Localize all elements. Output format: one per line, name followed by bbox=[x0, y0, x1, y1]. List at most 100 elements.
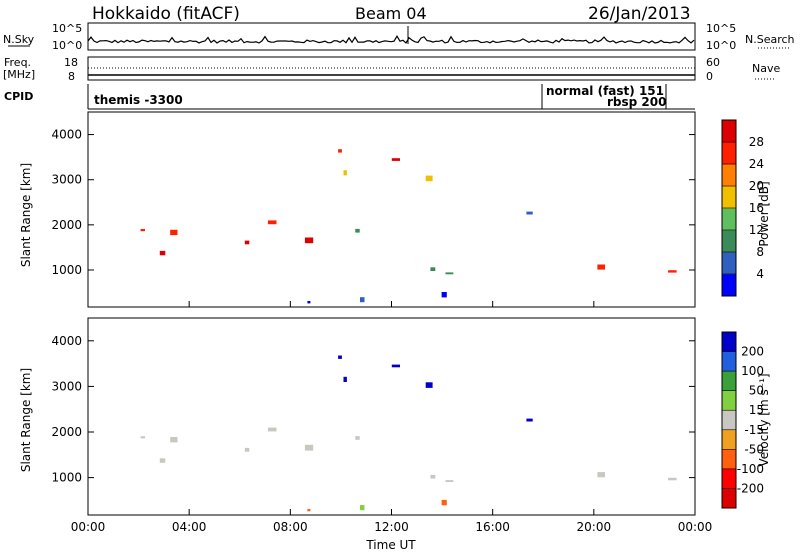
power-echo-cell bbox=[355, 228, 360, 233]
velocity-x-axis: 00:00 04:00 08:00 12:00 16:00 20:00 00:00 bbox=[71, 509, 713, 534]
velocity-xtick-label: 20:00 bbox=[577, 520, 612, 534]
power-colorbar-tick-label: 20 bbox=[749, 179, 764, 193]
velocity-echo-cell bbox=[267, 427, 277, 432]
power-colorbar-swatch bbox=[722, 252, 736, 275]
cpid-strip: CPID themis -3300 normal (fast) 151 rbsp… bbox=[4, 84, 695, 110]
velocity-y-label: Slant Range [km] bbox=[19, 368, 33, 472]
power-echo-cell bbox=[360, 297, 365, 303]
velocity-colorbar-tick-label: 100 bbox=[741, 364, 764, 378]
velocity-echo-cell bbox=[159, 458, 166, 463]
velocity-colorbar-tick-label: 50 bbox=[749, 384, 764, 398]
velocity-xtick-label: 00:00 bbox=[678, 520, 713, 534]
x-axis-title: Time UT bbox=[365, 538, 416, 552]
cpid-entry-rbsp: rbsp 200 bbox=[607, 95, 666, 109]
nsearch-tick-low: 10^0 bbox=[706, 39, 736, 52]
power-y-axis: 1000 2000 3000 4000 bbox=[51, 128, 695, 277]
power-echo-cell bbox=[445, 272, 454, 275]
power-ytick-label: 3000 bbox=[51, 173, 82, 187]
velocity-echo-cell bbox=[668, 477, 677, 481]
velocity-colorbar-swatch bbox=[722, 351, 736, 372]
power-colorbar-swatch bbox=[722, 164, 736, 187]
cpid-entry-normal: normal (fast) 151 bbox=[546, 84, 664, 98]
power-colorbar-tick-label: 24 bbox=[749, 157, 764, 171]
velocity-heatmap bbox=[140, 355, 677, 512]
power-echo-cell bbox=[597, 264, 605, 270]
power-echo-cell bbox=[267, 220, 277, 225]
velocity-colorbar-swatch bbox=[722, 332, 736, 353]
power-panel: 1000 2000 3000 4000 Slant Range [km] bbox=[19, 111, 696, 308]
power-colorbar-swatch bbox=[722, 208, 736, 231]
nsearch-tick-high: 10^5 bbox=[706, 22, 736, 35]
velocity-colorbar-swatch bbox=[722, 468, 736, 489]
velocity-colorbar-label: Velocity [m s⁻¹] bbox=[757, 373, 771, 466]
freq-label-2: [MHz] bbox=[3, 68, 35, 81]
power-colorbar-tick-label: 8 bbox=[756, 245, 764, 259]
power-echo-cell bbox=[244, 240, 250, 245]
station-title: Hokkaido (fitACF) bbox=[92, 4, 240, 24]
power-ytick-label: 4000 bbox=[51, 128, 82, 142]
velocity-echo-cell bbox=[343, 376, 347, 382]
velocity-ytick-label: 4000 bbox=[51, 334, 82, 348]
power-colorbar-tick-label: 28 bbox=[749, 135, 764, 149]
velocity-colorbar-tick-label: -50 bbox=[744, 442, 764, 456]
velocity-ytick-label: 1000 bbox=[51, 471, 82, 485]
power-heatmap bbox=[140, 149, 677, 304]
velocity-echo-cell bbox=[391, 364, 400, 368]
velocity-colorbar-tick-label: 15 bbox=[749, 403, 764, 417]
velocity-xtick-label: 16:00 bbox=[475, 520, 510, 534]
velocity-ytick-label: 2000 bbox=[51, 425, 82, 439]
nsky-label: N.Sky bbox=[3, 33, 35, 46]
power-echo-cell bbox=[668, 270, 677, 273]
velocity-ytick-label: 3000 bbox=[51, 379, 82, 393]
power-colorbar-swatch bbox=[722, 142, 736, 165]
velocity-colorbar-tick-label: -15 bbox=[744, 423, 764, 437]
power-echo-cell bbox=[140, 229, 145, 232]
nave-tick-low: 0 bbox=[706, 70, 713, 83]
power-echo-cell bbox=[343, 170, 347, 176]
nsky-tick-low: 10^0 bbox=[52, 39, 82, 52]
freq-label-1: Freq. bbox=[4, 56, 31, 69]
power-colorbar-label: Power [dB] bbox=[757, 181, 771, 246]
power-echo-cell bbox=[526, 211, 533, 215]
cpid-entry-themis: themis -3300 bbox=[94, 93, 183, 107]
freq-tick-high: 18 bbox=[64, 56, 78, 69]
power-echo-cell bbox=[170, 229, 178, 236]
power-colorbar-swatch bbox=[722, 274, 736, 297]
nsky-strip: N.Sky 10^5 10^0 10^5 10^0 N.Search bbox=[3, 22, 795, 52]
power-ytick-label: 1000 bbox=[51, 263, 82, 277]
nsearch-label: N.Search bbox=[745, 33, 795, 46]
velocity-colorbar-tick-label: -200 bbox=[737, 481, 764, 495]
velocity-echo-cell bbox=[307, 508, 311, 512]
power-x-ticks bbox=[87, 301, 696, 307]
velocity-echo-cell bbox=[360, 505, 365, 511]
velocity-colorbar: 200 100 50 15 -15 -50 -100 -200 bbox=[721, 331, 764, 509]
power-colorbar-tick-label: 12 bbox=[749, 223, 764, 237]
velocity-colorbar-swatch bbox=[722, 410, 736, 431]
power-colorbar-swatch bbox=[722, 120, 736, 143]
velocity-colorbar-swatch bbox=[722, 390, 736, 411]
power-colorbar-tick-label: 4 bbox=[756, 267, 764, 281]
velocity-colorbar-tick-label: 200 bbox=[741, 345, 764, 359]
velocity-echo-cell bbox=[244, 447, 250, 452]
beam-title: Beam 04 bbox=[355, 4, 427, 23]
velocity-xtick-label: 00:00 bbox=[71, 520, 106, 534]
power-echo-cell bbox=[307, 301, 311, 304]
freq-tick-low: 8 bbox=[68, 70, 75, 83]
power-echo-cell bbox=[430, 267, 436, 271]
power-echo-cell bbox=[338, 149, 342, 153]
velocity-colorbar-tick-label: -100 bbox=[737, 462, 764, 476]
velocity-echo-cell bbox=[140, 436, 145, 439]
nsky-tick-high: 10^5 bbox=[52, 22, 82, 35]
velocity-xtick-label: 04:00 bbox=[172, 520, 207, 534]
velocity-xtick-label: 08:00 bbox=[273, 520, 308, 534]
velocity-y-axis: 1000 2000 3000 4000 bbox=[51, 334, 695, 485]
nave-tick-high: 60 bbox=[706, 56, 720, 69]
nave-label: Nave bbox=[752, 62, 780, 75]
velocity-panel: 1000 2000 3000 4000 Slant Range [km] 00:00 0… bbox=[19, 317, 713, 552]
power-y-label: Slant Range [km] bbox=[19, 163, 33, 267]
velocity-echo-cell bbox=[304, 444, 314, 451]
velocity-echo-cell bbox=[445, 480, 454, 482]
power-colorbar-swatch bbox=[722, 186, 736, 209]
date-title: 26/Jan/2013 bbox=[588, 4, 691, 24]
